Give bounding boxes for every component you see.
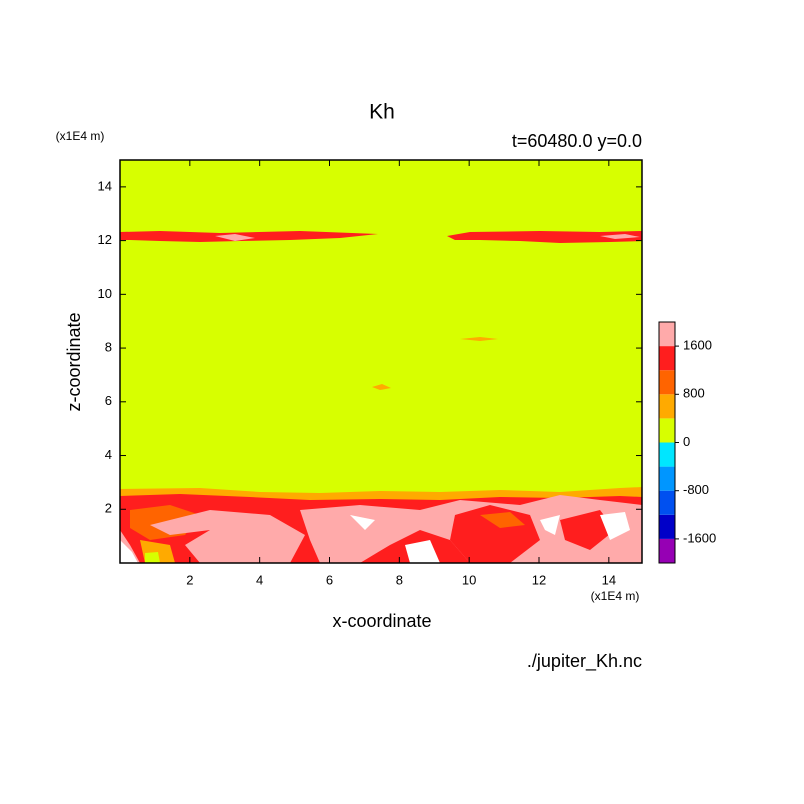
colorbar-segment — [659, 370, 675, 395]
x-tick-label: 12 — [532, 572, 546, 587]
colorbar-segment — [659, 442, 675, 467]
x-tick-label: 14 — [602, 572, 616, 587]
contour-region — [600, 512, 630, 540]
colorbar-segment — [659, 466, 675, 491]
contour-region — [560, 510, 615, 550]
x-tick-label: 2 — [186, 572, 193, 587]
y-tick-label: 12 — [98, 232, 112, 247]
y-axis-label: z-coordinate — [64, 312, 84, 411]
contour-region — [120, 540, 138, 563]
y-tick-label: 8 — [105, 340, 112, 355]
contour-region — [405, 540, 440, 563]
contour-region — [120, 231, 378, 242]
x-tick-label: 6 — [326, 572, 333, 587]
colorbar-label: -1600 — [683, 530, 716, 545]
plot-frame — [119, 159, 643, 564]
contour-region — [540, 515, 560, 535]
chart-subtitle: t=60480.0 y=0.0 — [512, 131, 642, 151]
contour-region — [350, 515, 375, 530]
x-axis-label: x-coordinate — [332, 611, 431, 631]
y-tick-label: 10 — [98, 286, 112, 301]
colorbar-segment — [659, 418, 675, 443]
contour-region — [372, 384, 391, 390]
chart-title: Kh — [369, 101, 395, 124]
x-unit: (x1E4 m) — [591, 589, 640, 603]
colorbar-label: -800 — [683, 482, 709, 497]
source-label: ./jupiter_Kh.nc — [527, 651, 642, 672]
contour-region — [460, 337, 498, 341]
contour-region — [600, 234, 640, 239]
y-tick-label: 4 — [105, 447, 112, 462]
contour-region — [150, 510, 305, 563]
colorbar-segment — [659, 346, 675, 371]
contour-region — [480, 512, 525, 528]
x-tick-label: 4 — [256, 572, 263, 587]
colorbar-segment — [659, 490, 675, 515]
contour-region — [215, 234, 255, 241]
colorbar-segment — [659, 394, 675, 419]
x-tick-label: 10 — [462, 572, 476, 587]
y-unit: (x1E4 m) — [56, 129, 105, 143]
contour-region — [447, 231, 642, 243]
colorbar-label: 800 — [683, 386, 705, 401]
y-tick-label: 6 — [105, 393, 112, 408]
contour-region — [145, 552, 160, 563]
colorbar-segment — [659, 514, 675, 539]
colorbar-segment — [659, 538, 675, 563]
x-tick-label: 8 — [396, 572, 403, 587]
colorbar-segment — [659, 322, 675, 347]
colorbar-label: 1600 — [683, 338, 712, 353]
y-tick-label: 2 — [105, 501, 112, 516]
y-tick-label: 14 — [98, 178, 112, 193]
colorbar-label: 0 — [683, 434, 690, 449]
